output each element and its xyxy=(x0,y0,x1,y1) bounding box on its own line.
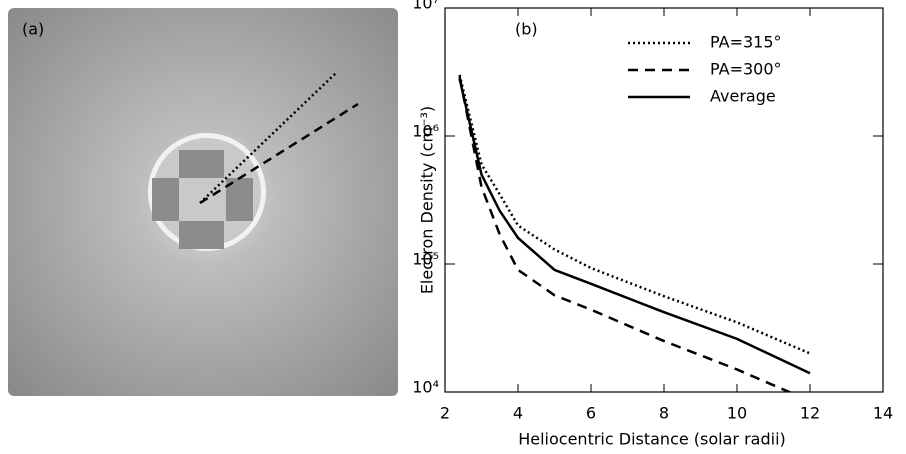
y-tick-label: 10⁷ xyxy=(412,0,439,13)
x-axis-label: Heliocentric Distance (solar radii) xyxy=(518,430,786,449)
x-tick-label: 12 xyxy=(800,404,820,423)
coronagraph-image: (a) xyxy=(8,8,398,396)
x-tick-label: 4 xyxy=(513,404,523,423)
x-tick-label: 2 xyxy=(440,404,450,423)
legend-label: PA=315° xyxy=(710,33,782,52)
series-line xyxy=(458,78,811,375)
pa-300-line xyxy=(199,102,359,205)
pa-315-line xyxy=(199,72,337,204)
plot-frame xyxy=(444,7,884,393)
series-line xyxy=(458,74,811,355)
panel-label: (b) xyxy=(515,20,538,39)
x-tick-label: 8 xyxy=(659,404,669,423)
x-tick-label: 14 xyxy=(873,404,893,423)
x-tick-label: 10 xyxy=(727,404,747,423)
series-line xyxy=(458,76,793,392)
y-tick-label: 10⁶ xyxy=(412,122,439,141)
legend-label: Average xyxy=(710,87,776,106)
y-axis-label: Electron Density (cm⁻³) xyxy=(418,106,437,294)
y-tick-label: 10⁴ xyxy=(412,378,439,397)
legend-label: PA=300° xyxy=(710,60,782,79)
x-tick-label: 6 xyxy=(586,404,596,423)
plot-area xyxy=(458,74,811,392)
panel-label: (a) xyxy=(22,20,44,39)
y-tick-label: 10⁵ xyxy=(412,250,439,269)
